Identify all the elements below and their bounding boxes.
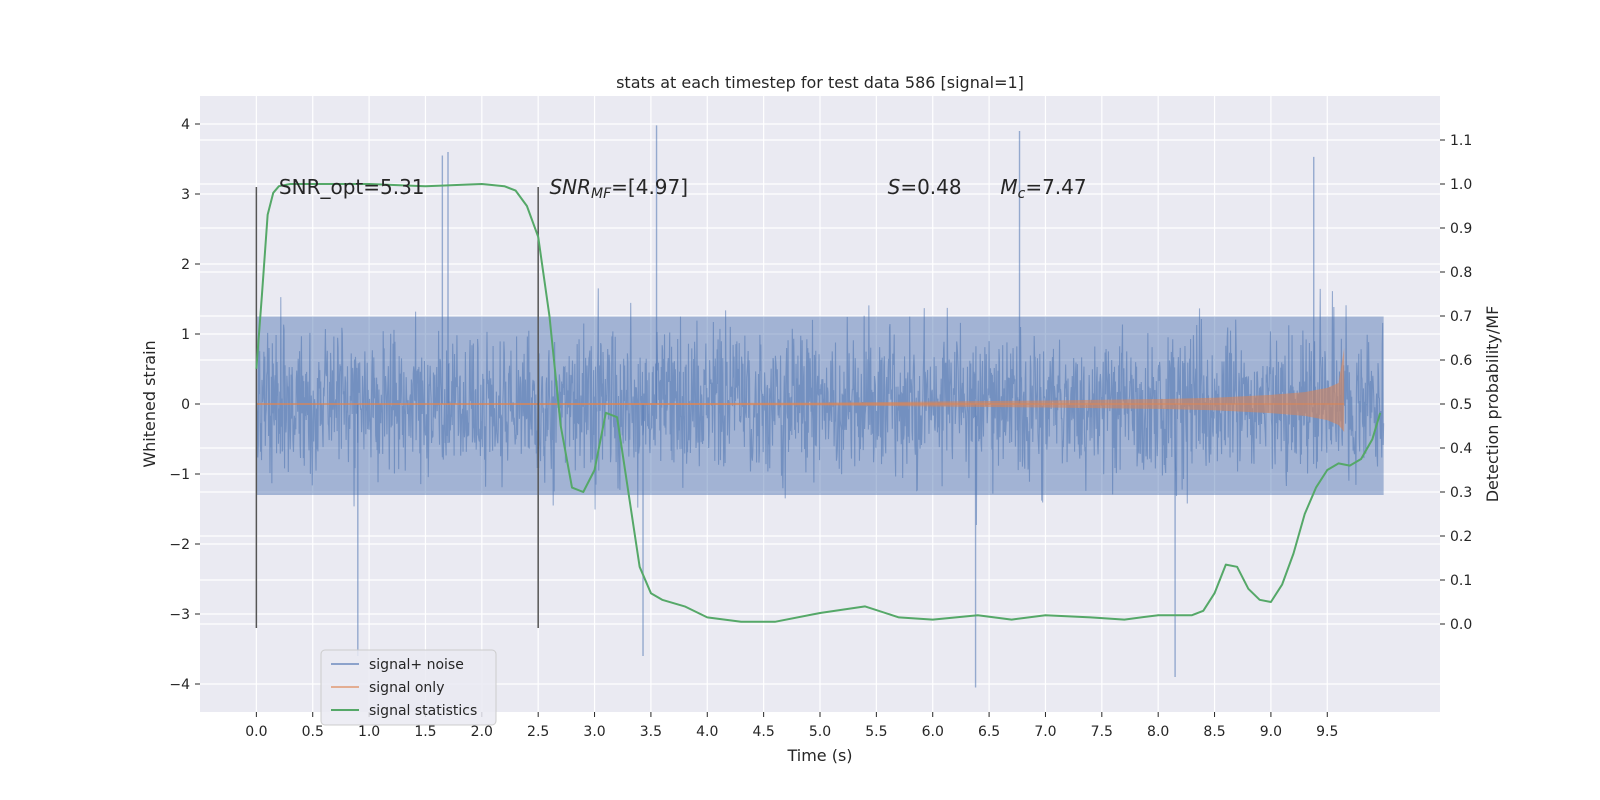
annotation-subscript: MF — [591, 186, 612, 202]
y-right-tick-label: 0.4 — [1450, 441, 1472, 457]
y-left-tick-label: 3 — [181, 187, 190, 203]
x-tick-label: 0.5 — [302, 724, 324, 740]
x-tick-label: 6.0 — [922, 724, 944, 740]
x-tick-label: 0.0 — [245, 724, 267, 740]
annotation-subscript: c — [1018, 186, 1026, 202]
y-right-tick-label: 1.1 — [1450, 133, 1472, 149]
y-right-tick-label: 1.0 — [1450, 177, 1472, 193]
x-tick-label: 8.5 — [1203, 724, 1225, 740]
annotation-value: =[4.97] — [611, 175, 688, 199]
x-tick-label: 6.5 — [978, 724, 1000, 740]
series-signal-noise-line — [255, 288, 1385, 526]
x-tick-label: 7.5 — [1091, 724, 1113, 740]
x-axis: 0.0 0.5 1.0 1.5 2.0 2.5 3.0 3.5 4.0 4.5 5.0 5.5 6.0 6… — [245, 712, 1338, 740]
y-left-tick-label: 1 — [181, 327, 190, 343]
y-right-tick-label: 0.5 — [1450, 397, 1472, 413]
x-tick-label: 3.0 — [583, 724, 605, 740]
x-tick-label: 2.5 — [527, 724, 549, 740]
y-left-tick-label: 4 — [181, 117, 190, 133]
y-right-tick-label: 0.8 — [1450, 265, 1472, 281]
y-axis-left-label: Whitened strain — [140, 340, 159, 467]
x-axis-label: Time (s) — [786, 746, 852, 765]
annotation-value: =0.48 — [900, 175, 961, 199]
y-left-tick-label: −2 — [169, 537, 190, 553]
x-tick-label: 9.0 — [1260, 724, 1282, 740]
annotation-symbol: SNR_opt=5.31 — [279, 175, 425, 199]
legend-label: signal only — [369, 680, 444, 696]
y-right-tick-label: 0.6 — [1450, 353, 1472, 369]
y-right-tick-label: 0.2 — [1450, 529, 1472, 545]
legend-label: signal statistics — [369, 703, 477, 719]
legend-label: signal+ noise — [369, 657, 464, 673]
x-tick-label: 2.0 — [471, 724, 493, 740]
y-axis-right-label: Detection probability/MF — [1483, 306, 1502, 503]
legend-box — [320, 649, 497, 726]
x-tick-label: 5.5 — [865, 724, 887, 740]
y-axis-left: 4 3 2 1 0 −1 −2 −3 −4 — [169, 117, 200, 693]
annotation-symbol: M — [1000, 175, 1017, 199]
y-axis-right: 1.1 1.0 0.9 0.8 0.7 0.6 0.5 0.4 0.3 0.2 0.1 0.0 — [1440, 133, 1472, 633]
x-tick-label: 9.5 — [1316, 724, 1338, 740]
x-tick-label: 5.0 — [809, 724, 831, 740]
annotations: SNR_opt=5.31 SNRMF=[4.97] S=0.48 Mc=7.47 — [279, 175, 1087, 202]
x-tick-label: 4.0 — [696, 724, 718, 740]
y-left-tick-label: −4 — [169, 677, 190, 693]
y-left-tick-label: 2 — [181, 257, 190, 273]
y-right-tick-label: 0.7 — [1450, 309, 1472, 325]
x-tick-label: 8.0 — [1147, 724, 1169, 740]
annotation-symbol: SNR — [549, 175, 591, 199]
x-tick-label: 3.5 — [640, 724, 662, 740]
annotation-snr_opt: SNR_opt=5.31 — [279, 175, 425, 199]
vertical-markers — [255, 187, 539, 628]
x-tick-label: 7.0 — [1034, 724, 1056, 740]
annotation-snr_mf: SNRMF=[4.97] — [549, 175, 688, 202]
x-tick-label: 1.5 — [414, 724, 436, 740]
series-signal-statistics-line — [255, 183, 1382, 623]
y-left-tick-label: −3 — [169, 607, 190, 623]
chart-title: stats at each timestep for test data 586… — [616, 73, 1024, 92]
annotation-s: S=0.48 — [888, 175, 962, 199]
x-tick-label: 1.0 — [358, 724, 380, 740]
y-right-tick-label: 0.0 — [1450, 617, 1472, 633]
y-right-tick-label: 0.9 — [1450, 221, 1472, 237]
y-left-tick-label: −1 — [169, 467, 190, 483]
series-signal-statistics — [255, 183, 1382, 623]
y-right-tick-label: 0.3 — [1450, 485, 1472, 501]
x-tick-label: 4.5 — [753, 724, 775, 740]
legend: signal+ noise signal only signal statistic… — [320, 649, 497, 726]
annotation-mc: Mc=7.47 — [1000, 175, 1086, 202]
y-right-tick-label: 0.1 — [1450, 573, 1472, 589]
annotation-value: =7.47 — [1025, 175, 1086, 199]
series-signal-only — [256, 348, 1345, 432]
annotation-symbol: S — [888, 175, 901, 199]
y-left-tick-label: 0 — [181, 397, 190, 413]
